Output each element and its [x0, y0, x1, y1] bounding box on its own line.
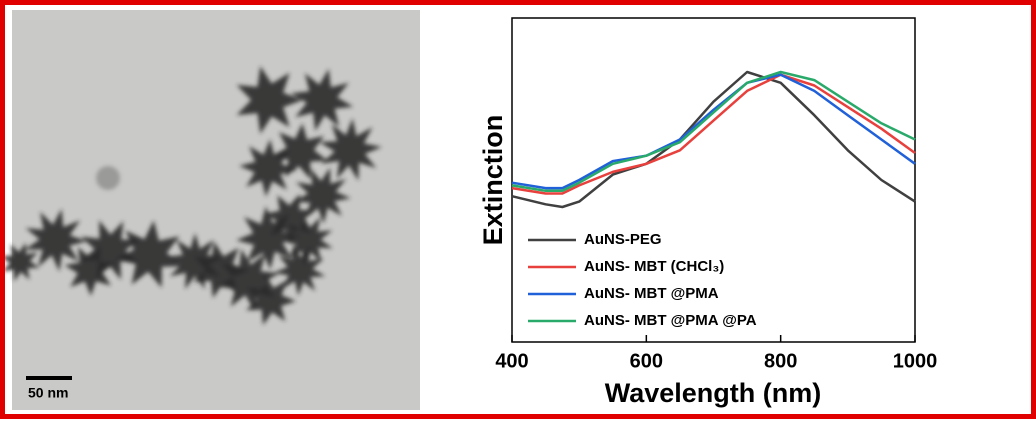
nanostar: [64, 246, 116, 297]
nanostar: [236, 66, 303, 134]
x-tick-label: 1000: [893, 350, 938, 372]
legend-label: AuNS- MBT @PMA @PA: [584, 312, 757, 329]
y-axis-title: Extinction: [478, 115, 508, 246]
legend-label: AuNS-PEG: [584, 231, 662, 248]
plot-frame: [511, 17, 916, 343]
nanostar: [115, 220, 183, 288]
nanostar: [239, 139, 297, 197]
nanostar: [293, 167, 351, 224]
nanostars: [0, 66, 382, 326]
series-line: [511, 70, 916, 209]
nanostar: [290, 68, 354, 132]
nanostar-shadow: [96, 166, 120, 190]
nanostar: [319, 118, 382, 181]
nanostar: [274, 244, 326, 296]
series-line: [511, 73, 916, 195]
legend-label: AuNS- MBT (CHCl₃): [584, 258, 724, 275]
scale-bar: [26, 376, 72, 380]
nanostar: [166, 233, 224, 290]
nanostar: [216, 248, 280, 312]
x-axis-title: Wavelength (nm): [605, 378, 822, 408]
scale-bar-label: 50 nm: [28, 385, 68, 401]
series-line: [511, 73, 916, 190]
nanostar: [271, 123, 328, 180]
legend-label: AuNS- MBT @PMA: [584, 285, 719, 302]
x-tick-label: 600: [630, 350, 663, 372]
nanostar: [236, 206, 300, 270]
nanostar: [0, 242, 40, 282]
tem-image: [12, 10, 420, 410]
x-tick-label: 400: [495, 350, 528, 372]
x-tick-label: 800: [764, 350, 797, 372]
series-line: [511, 70, 916, 193]
nanostar: [193, 241, 249, 299]
nanostar: [80, 220, 140, 280]
nanostar: [246, 274, 297, 326]
nanostar: [24, 208, 87, 272]
